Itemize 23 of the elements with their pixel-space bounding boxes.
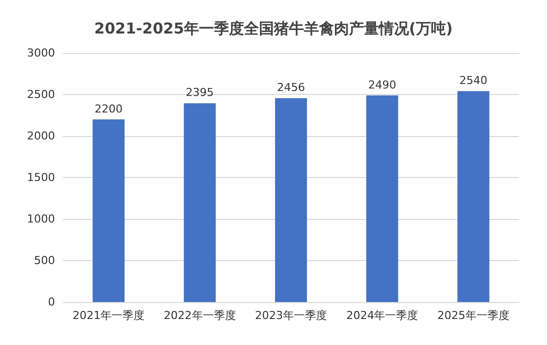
data-label: 2490 — [368, 78, 396, 92]
y-tick-label: 2000 — [27, 130, 55, 142]
x-tick-label: 2021年一季度 — [72, 309, 145, 322]
bar — [275, 98, 307, 302]
bar — [457, 91, 490, 302]
data-label: 2456 — [277, 81, 305, 94]
y-tick-label: 2500 — [27, 88, 55, 101]
x-tick-label: 2023年一季度 — [255, 309, 327, 322]
bar — [366, 95, 398, 302]
x-tick-label: 2024年一季度 — [346, 309, 418, 322]
bar — [92, 119, 125, 302]
y-tick-label: 1500 — [27, 171, 55, 184]
bar — [184, 103, 216, 302]
y-tick-label: 3000 — [27, 46, 55, 60]
y-tick-label: 1000 — [27, 212, 55, 226]
data-label: 2540 — [459, 74, 488, 88]
data-label: 2395 — [186, 86, 214, 100]
y-tick-label: 500 — [34, 254, 55, 267]
chart-title: 2021-2025年一季度全国猪牛羊禽肉产量情况(万吨) — [94, 20, 453, 38]
x-tick-label: 2022年一季度 — [164, 309, 236, 322]
x-tick-label: 2025年一季度 — [437, 309, 510, 322]
y-tick-label: 0 — [48, 296, 55, 308]
data-label: 2200 — [94, 102, 123, 116]
